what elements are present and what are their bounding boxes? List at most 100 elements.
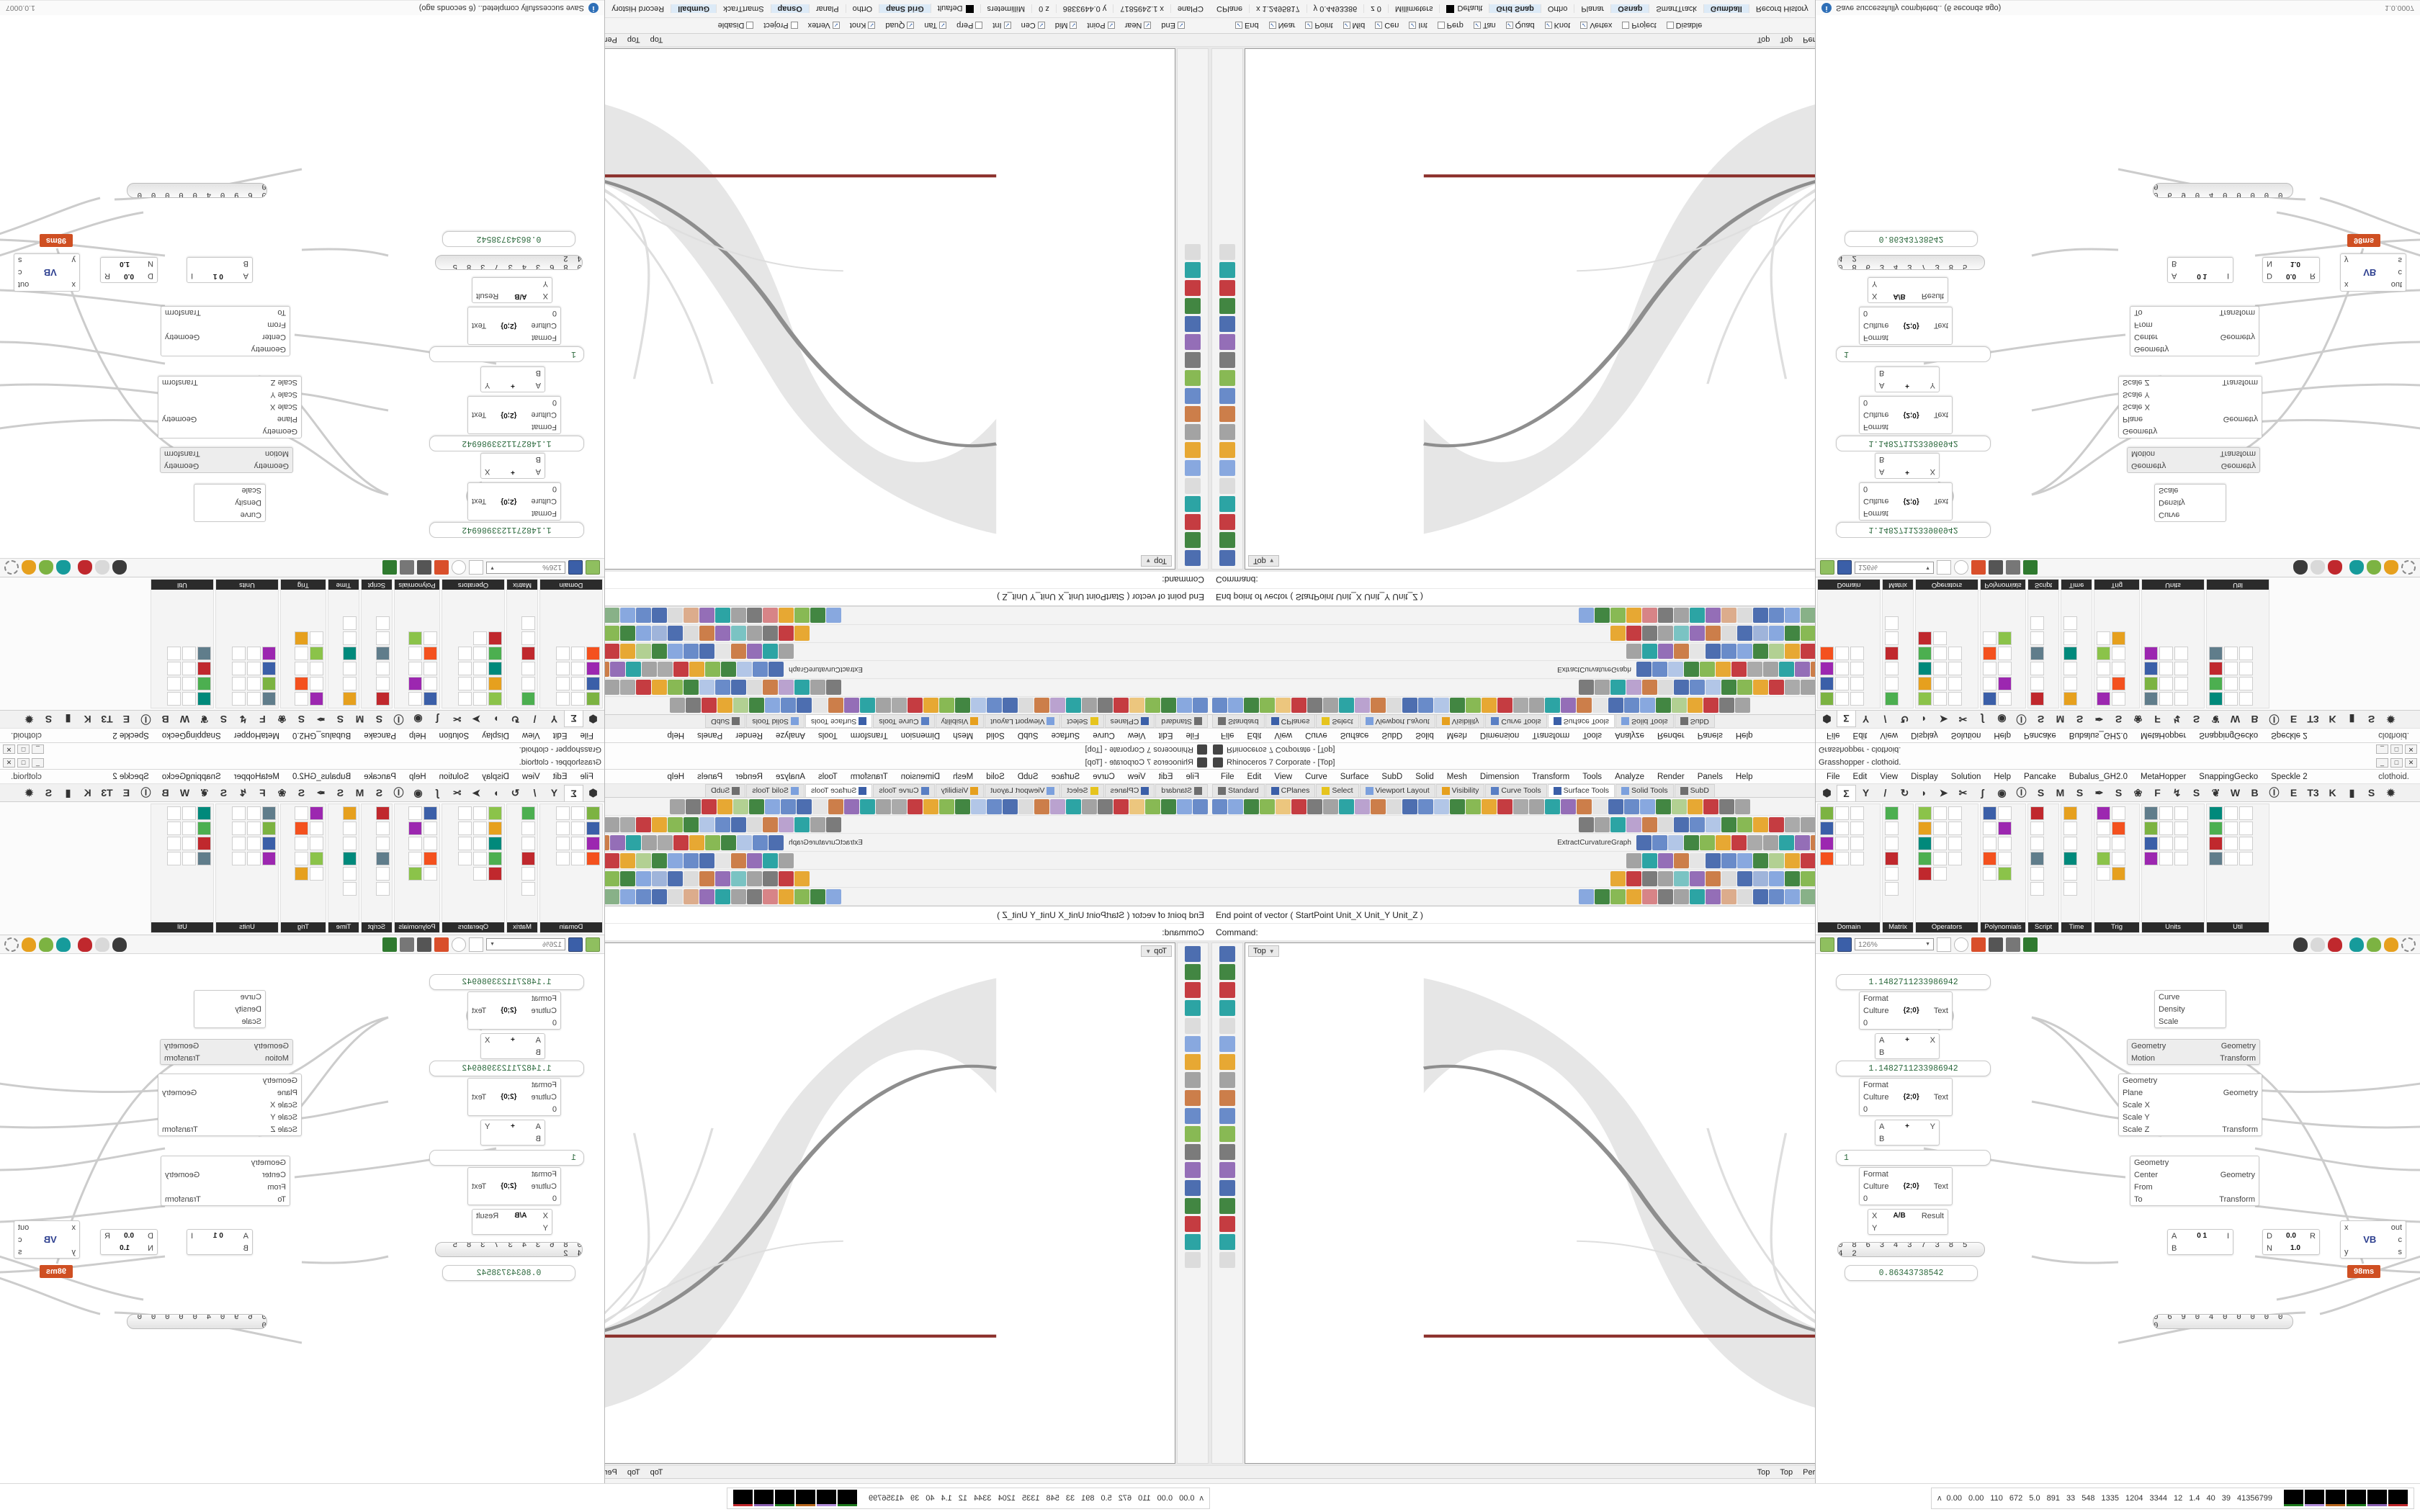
checkbox-icon[interactable]: ✓ [1037, 22, 1045, 30]
gh-component-icon[interactable] [295, 631, 308, 645]
gh-component-icon[interactable] [197, 692, 211, 706]
toolbar-icon[interactable] [794, 888, 810, 904]
toolbar-icon[interactable] [1737, 644, 1752, 660]
sidebar-toolbar-icon[interactable] [1185, 1126, 1201, 1142]
panel-right-icon[interactable] [2006, 937, 2020, 952]
gh-component-icon[interactable] [197, 806, 211, 820]
gh-slider-2[interactable]: 0 6 9 0 4 0 0 0 0 0 0 [2153, 183, 2293, 198]
gh-node-format-3[interactable]: Format Culture {2;0} Text 0 [467, 1167, 561, 1205]
gh-component-icon[interactable] [2097, 867, 2110, 881]
toolbar-icon[interactable] [668, 852, 683, 868]
gh-component-tab-20[interactable]: ❦ [200, 786, 209, 798]
toolbar-icon[interactable] [668, 680, 683, 696]
toolbar-icon[interactable] [1674, 888, 1689, 904]
menu-item-solid[interactable]: Solid [986, 772, 1005, 781]
gh-component-icon[interactable] [310, 662, 323, 675]
menu-item-speckle-2[interactable]: Speckle 2 [112, 731, 149, 740]
gh-component-icon[interactable] [424, 837, 437, 850]
toolbar-icon[interactable] [1450, 798, 1465, 814]
sidebar-toolbar-icon[interactable] [1219, 1090, 1235, 1106]
gh-component-icon[interactable] [1918, 867, 1932, 881]
zoom-extents-icon[interactable] [1937, 937, 1951, 952]
gh-component-icon[interactable] [2239, 852, 2253, 865]
gh-component-tab-20[interactable]: ❦ [2211, 786, 2220, 798]
toolbar-icon[interactable] [826, 816, 841, 832]
gh-component-tab-3[interactable]: / [1883, 787, 1887, 798]
sidebar-toolbar-icon[interactable] [1185, 946, 1201, 962]
gh-component-tab-22[interactable]: B [161, 787, 169, 798]
gh-component-icon[interactable] [1850, 852, 1864, 865]
sidebar-toolbar-icon[interactable] [1219, 334, 1235, 350]
toolbar-icon[interactable] [1579, 680, 1594, 696]
gh-component-icon[interactable] [571, 677, 585, 690]
sidebar-toolbar-icon[interactable] [1185, 1036, 1201, 1052]
toolbar-icon[interactable] [1688, 798, 1703, 814]
gh-component-icon[interactable] [2112, 631, 2125, 645]
gh-node-divide-curve[interactable]: Curve Density Scale [2154, 990, 2226, 1028]
toolbar-icon[interactable] [1371, 698, 1386, 714]
gh-component-icon[interactable] [295, 806, 308, 820]
gh-component-icon[interactable] [2097, 822, 2110, 835]
toolbar-icon[interactable] [705, 834, 721, 850]
toolbar-icon[interactable] [1731, 662, 1747, 678]
draw-icon-2[interactable] [2367, 937, 2381, 952]
gh-node-divide-curve[interactable]: Curve Density Scale [194, 990, 266, 1028]
menu-item-help[interactable]: Help [667, 772, 685, 781]
toolbar-icon[interactable] [1145, 798, 1160, 814]
toolbar-tab-visibility[interactable]: Visibility [935, 784, 985, 797]
toolbar-icon[interactable] [604, 608, 619, 624]
toolbar-icon[interactable] [1577, 698, 1592, 714]
toolbar-icon[interactable] [1801, 816, 1816, 832]
toolbar-icon[interactable] [684, 608, 699, 624]
toolbar-icon[interactable] [1721, 816, 1736, 832]
menu-item-solid[interactable]: Solid [1415, 772, 1434, 781]
gh-component-tab-17[interactable]: F [259, 714, 266, 725]
gh-component-tab-12[interactable]: M [355, 714, 364, 725]
gh-component-icon[interactable] [2144, 647, 2158, 660]
toolbar-icon[interactable] [636, 888, 651, 904]
gh-component-icon[interactable] [1933, 692, 1947, 706]
gh-component-icon[interactable] [424, 822, 437, 835]
toolbar-icon[interactable] [794, 680, 810, 696]
menu-item-file[interactable]: File [1221, 772, 1234, 781]
menu-item-file[interactable]: File [1186, 731, 1199, 740]
osnap-disable[interactable]: Disable [1662, 22, 1708, 30]
gh-component-icon[interactable] [295, 852, 308, 865]
gh-component-icon[interactable] [586, 647, 600, 660]
toolbar-icon[interactable] [733, 698, 748, 714]
gh-component-icon[interactable] [182, 837, 196, 850]
toolbar-icon[interactable] [684, 816, 699, 832]
render-preview-icon[interactable] [78, 937, 92, 952]
gh-component-tab-23[interactable]: Ⓘ [2269, 787, 2280, 798]
chevron-up-icon[interactable]: ʌ [1199, 1493, 1204, 1503]
toolbar-icon[interactable] [731, 852, 746, 868]
toolbar-icon[interactable] [860, 798, 875, 814]
menu-item-solid[interactable]: Solid [986, 731, 1005, 740]
menu-item-render[interactable]: Render [735, 772, 763, 781]
toolbar-icon[interactable] [1737, 870, 1752, 886]
toolbar-icon[interactable] [1579, 888, 1594, 904]
toolbar-icon[interactable] [636, 626, 651, 642]
toolbar-icon[interactable] [876, 698, 891, 714]
gh-component-icon[interactable] [2112, 662, 2125, 675]
gh-component-tab-8[interactable]: ʃ [1981, 714, 1984, 725]
gh-component-icon[interactable] [376, 631, 390, 645]
gh-component-icon[interactable] [408, 822, 422, 835]
checkbox-icon[interactable]: ✓ [832, 22, 840, 30]
checkbox-icon[interactable]: ✓ [1409, 22, 1417, 30]
toolbar-icon[interactable] [1785, 680, 1800, 696]
toolbar-icon[interactable] [987, 798, 1002, 814]
toolbar-icon[interactable] [971, 798, 986, 814]
toolbar-icon[interactable] [1339, 698, 1354, 714]
sidebar-toolbar-icon[interactable] [1185, 298, 1201, 314]
panel-left-icon[interactable] [1989, 937, 2003, 952]
checkbox-icon[interactable]: ✓ [939, 22, 947, 30]
toolbar-icon[interactable] [1579, 816, 1594, 832]
toolbar-icon[interactable] [1082, 798, 1097, 814]
viewport-label[interactable]: Top▼ [1248, 555, 1279, 567]
gh-node-addition-1[interactable]: A + X B [480, 1033, 545, 1059]
menu-item-help[interactable]: Help [1994, 772, 2012, 781]
gh-component-icon[interactable] [262, 852, 276, 865]
menu-item-analyze[interactable]: Analyze [1615, 772, 1644, 781]
